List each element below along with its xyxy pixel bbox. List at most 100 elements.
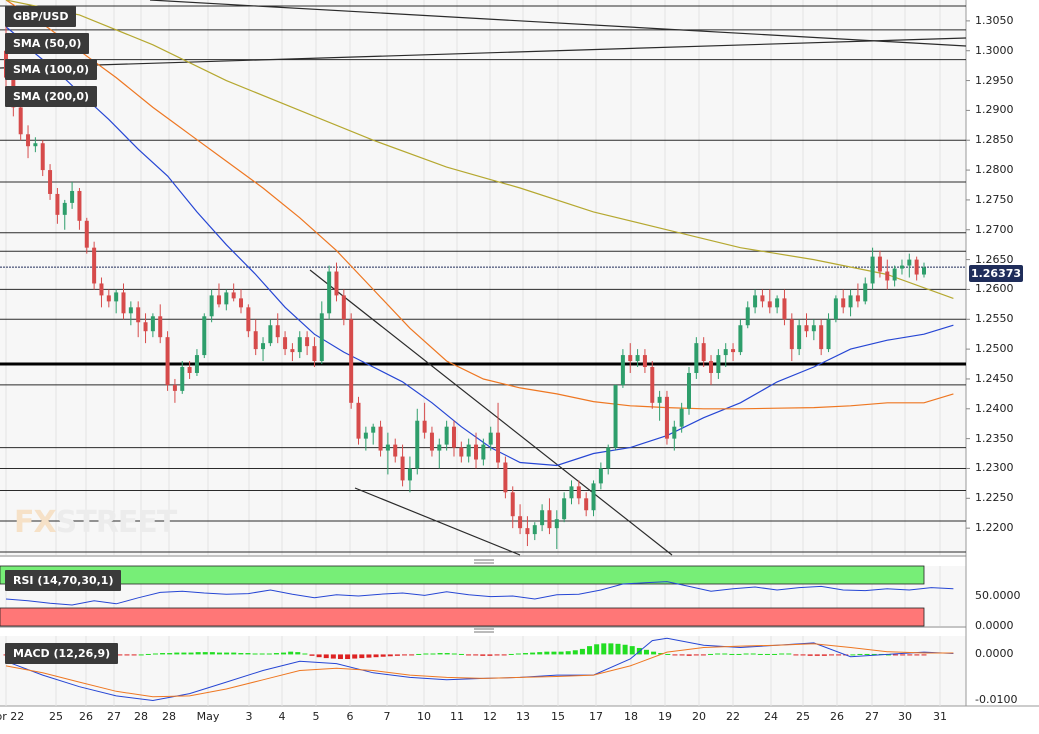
- candle-body: [496, 432, 501, 463]
- candle-body: [547, 510, 552, 529]
- macd-histogram-bar: [537, 652, 543, 655]
- macd-histogram-bar: [828, 654, 834, 656]
- macd-histogram-bar: [871, 653, 877, 655]
- candle-body: [319, 313, 324, 362]
- candle-body: [731, 349, 736, 353]
- candle-body: [275, 325, 280, 338]
- macd-histogram-bar: [836, 654, 842, 656]
- macd-histogram-bar: [885, 654, 891, 656]
- symbol-label: GBP/USD: [5, 6, 77, 27]
- candle-body: [150, 316, 155, 332]
- candle-body: [371, 426, 376, 433]
- x-tick-label: 18: [624, 710, 638, 723]
- macd-histogram-bar: [444, 653, 450, 655]
- macd-histogram-bar: [530, 652, 536, 655]
- candle-body: [474, 444, 479, 460]
- candle-body: [723, 349, 728, 356]
- current-price-badge: 1.26373: [969, 265, 1023, 282]
- candle-body: [268, 325, 273, 344]
- candle-body: [253, 331, 258, 350]
- macd-histogram-bar: [337, 654, 343, 660]
- macd-histogram-bar: [786, 653, 792, 655]
- macd-histogram-bar: [138, 654, 144, 656]
- candle-body: [760, 295, 765, 302]
- macd-histogram-bar: [857, 653, 863, 655]
- macd-histogram-bar: [451, 653, 457, 655]
- x-tick-label: 6: [346, 710, 354, 723]
- macd-histogram-bar: [565, 651, 571, 655]
- macd-histogram-bar: [366, 654, 372, 658]
- y-tick-label: 1.2300: [975, 461, 1014, 475]
- macd-histogram-bar: [893, 654, 899, 656]
- candle-body: [385, 444, 390, 451]
- macd-histogram-bar: [231, 652, 237, 655]
- macd-histogram-bar: [700, 654, 706, 656]
- macd-histogram-bar: [380, 654, 386, 657]
- x-tick-label: May: [196, 710, 220, 723]
- candle-body: [437, 444, 442, 451]
- macd-histogram-bar: [729, 653, 735, 655]
- candle-body: [709, 361, 714, 373]
- y-tick-label: 1.2950: [975, 73, 1014, 87]
- candle-body: [239, 298, 244, 308]
- y-tick-label: 1.2200: [975, 521, 1014, 535]
- y-tick-label: 1.2700: [975, 222, 1014, 236]
- macd-histogram-bar: [850, 654, 856, 656]
- candle-body: [172, 384, 177, 391]
- candle-body: [657, 396, 662, 403]
- sma100-label: SMA (100,0): [5, 59, 98, 80]
- candle-body: [738, 325, 743, 353]
- macd-signal-line: [5, 643, 954, 698]
- candle-body: [907, 259, 912, 266]
- candle-body: [606, 447, 611, 469]
- candle-body: [899, 265, 904, 269]
- macd-histogram-bar: [800, 654, 806, 656]
- candle-body: [407, 468, 412, 481]
- macd-histogram-bar: [665, 653, 671, 655]
- macd-histogram-bar: [195, 652, 201, 655]
- macd-histogram-bar: [643, 649, 649, 655]
- macd-histogram-bar: [522, 653, 528, 655]
- macd-histogram-bar: [167, 653, 173, 655]
- candle-body: [84, 220, 89, 248]
- candle-body: [745, 307, 750, 326]
- macd-histogram-bar: [160, 653, 166, 655]
- x-tick-label: 12: [483, 710, 497, 723]
- rsi-label: RSI (14,70,30,1): [5, 570, 122, 591]
- x-tick-label: 7: [383, 710, 391, 723]
- macd-histogram-bar: [152, 653, 158, 655]
- sma200-label: SMA (200,0): [5, 86, 98, 107]
- macd-histogram-bar: [259, 653, 265, 655]
- macd-histogram-bar: [814, 654, 820, 656]
- macd-histogram-bar: [651, 651, 657, 655]
- candle-body: [290, 349, 295, 353]
- candle-body: [679, 408, 684, 427]
- macd-histogram-bar: [743, 653, 749, 655]
- candle-body: [789, 319, 794, 350]
- macd-histogram-bar: [266, 653, 272, 655]
- y-tick-label: 1.2550: [975, 312, 1014, 326]
- candle-body: [510, 492, 515, 517]
- candle-body: [672, 426, 677, 439]
- candle-body: [334, 271, 339, 296]
- x-tick-label: 11: [450, 710, 464, 723]
- x-tick-label: 26: [830, 710, 844, 723]
- x-tick-label: 30: [898, 710, 912, 723]
- macd-histogram-bar: [394, 654, 400, 656]
- candle-body: [525, 528, 530, 535]
- candle-body: [143, 322, 148, 332]
- candle-body: [635, 355, 640, 362]
- candle-body: [914, 259, 919, 275]
- candle-body: [356, 402, 361, 439]
- candle-body: [540, 510, 545, 526]
- macd-histogram-bar: [629, 646, 635, 655]
- candle-body: [378, 426, 383, 451]
- candle-body: [18, 107, 23, 135]
- macd-histogram-bar: [423, 653, 429, 655]
- candle-body: [481, 444, 486, 460]
- candle-body: [701, 343, 706, 362]
- candle-body: [841, 298, 846, 308]
- candle-body: [885, 271, 890, 281]
